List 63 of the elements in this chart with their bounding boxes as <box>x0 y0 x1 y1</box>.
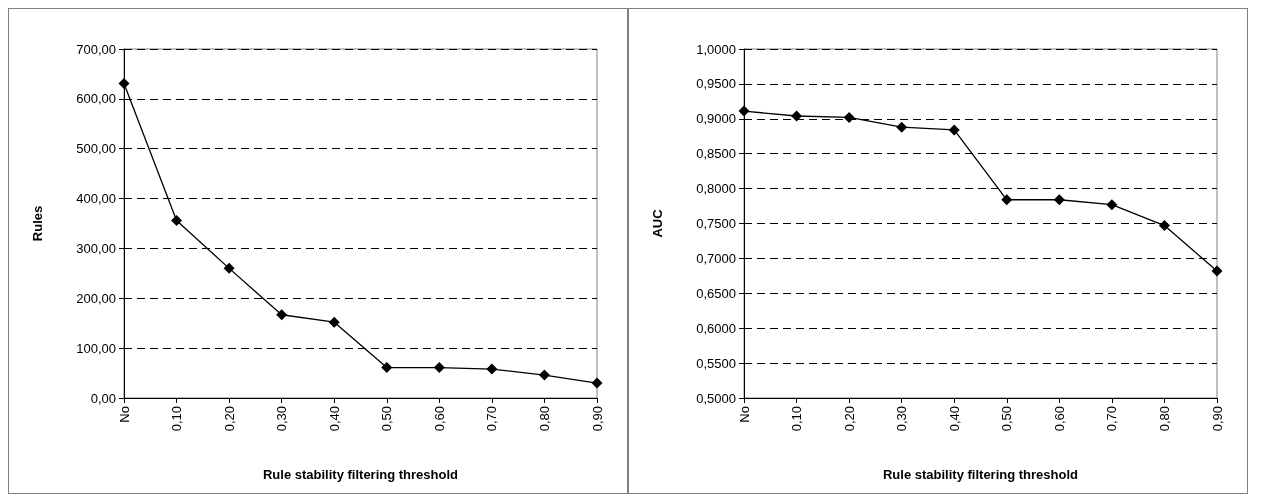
x-tick-label: 0,10 <box>169 406 185 432</box>
x-tick-label: 0,80 <box>536 406 552 432</box>
x-axis-title: Rule stability filtering threshold <box>262 467 459 482</box>
x-tick-label: 0,10 <box>789 406 805 432</box>
y-tick-label: 500,00 <box>76 141 116 157</box>
y-axis-title: Rules <box>30 205 45 242</box>
point <box>381 362 393 374</box>
x-tick-label: 0,50 <box>379 406 395 432</box>
point <box>276 309 288 321</box>
point <box>328 316 340 328</box>
x-tick-label: 0,60 <box>431 406 447 432</box>
x-tick-label: No <box>116 406 132 423</box>
point <box>1211 265 1223 277</box>
y-axis-title: AUC <box>650 208 665 238</box>
point <box>118 77 130 89</box>
point <box>538 369 550 381</box>
x-tick-label: 0,30 <box>274 406 290 432</box>
y-tick-label: 0,5000 <box>696 390 736 406</box>
x-tick-label: 0,60 <box>1051 406 1067 432</box>
x-tick-label: 0,70 <box>484 406 500 432</box>
y-tick-label: 700,00 <box>76 41 116 57</box>
point <box>896 121 908 133</box>
point <box>223 262 235 274</box>
x-tick-label: 0,30 <box>894 406 910 432</box>
point <box>433 362 445 374</box>
point <box>843 111 855 123</box>
x-tick-label: No <box>736 406 752 423</box>
y-tick-label: 600,00 <box>76 91 116 107</box>
y-tick-label: 0,7000 <box>696 250 736 266</box>
y-tick-label: 0,6000 <box>696 320 736 336</box>
point <box>1053 194 1065 206</box>
x-tick-label: 0,40 <box>326 406 342 432</box>
x-tick-label: 0,80 <box>1156 406 1172 432</box>
x-tick-label: 0,90 <box>589 406 605 432</box>
x-tick-label: 0,40 <box>946 406 962 432</box>
x-tick-label: 0,20 <box>221 406 237 432</box>
y-tick-label: 200,00 <box>76 290 116 306</box>
y-tick-label: 0,9000 <box>696 111 736 127</box>
point <box>1001 194 1013 206</box>
y-tick-label: 0,8500 <box>696 146 736 162</box>
y-tick-label: 400,00 <box>76 191 116 207</box>
point <box>1106 199 1118 211</box>
y-tick-label: 1,0000 <box>696 41 736 57</box>
y-tick-label: 0,9500 <box>696 76 736 92</box>
y-tick-label: 0,8000 <box>696 181 736 197</box>
y-tick-label: 100,00 <box>76 340 116 356</box>
x-tick-label: 0,70 <box>1104 406 1120 432</box>
y-tick-label: 0,00 <box>90 390 116 406</box>
y-tick-label: 0,6500 <box>696 285 736 301</box>
point <box>791 110 803 122</box>
point <box>948 124 960 136</box>
x-axis-title: Rule stability filtering threshold <box>882 467 1079 482</box>
x-tick-label: 0,90 <box>1209 406 1225 432</box>
y-tick-label: 0,5500 <box>696 355 736 371</box>
point <box>591 377 603 389</box>
y-tick-label: 300,00 <box>76 240 116 256</box>
point <box>738 105 750 117</box>
x-tick-label: 0,50 <box>999 406 1015 432</box>
point <box>171 215 183 227</box>
point <box>1158 220 1170 232</box>
x-tick-label: 0,20 <box>841 406 857 432</box>
y-tick-label: 0,7500 <box>696 216 736 231</box>
point <box>486 363 498 375</box>
